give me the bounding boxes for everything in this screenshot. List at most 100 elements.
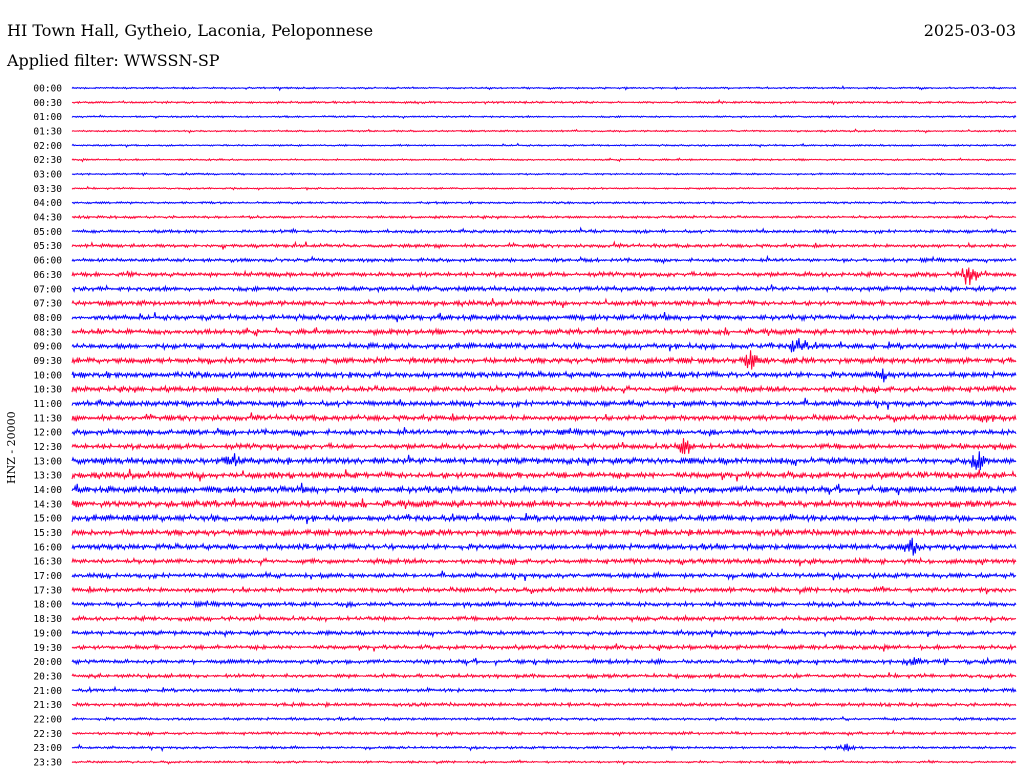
tick-label: 06:30	[33, 270, 62, 281]
trace-line	[71, 729, 1017, 738]
trace-line	[71, 570, 1017, 582]
trace-line	[71, 226, 1017, 235]
tick-label: 16:30	[33, 557, 62, 568]
trace-line	[71, 438, 1017, 455]
tick-label: 08:00	[33, 313, 62, 324]
tick-label: 18:00	[33, 600, 62, 611]
trace-line	[71, 498, 1017, 510]
tick-label: 18:30	[33, 614, 62, 625]
tick-label: 21:00	[33, 686, 62, 697]
tick-label: 20:00	[33, 657, 62, 668]
trace-line	[71, 312, 1017, 323]
tick-label: 04:30	[33, 213, 62, 224]
trace-line	[71, 556, 1017, 567]
tick-label: 07:30	[33, 299, 62, 310]
trace-line	[71, 527, 1017, 538]
record-date: 2025-03-03	[923, 21, 1016, 40]
trace-line	[71, 643, 1017, 652]
trace-line	[71, 171, 1017, 177]
tick-label: 07:00	[33, 284, 62, 295]
tick-label: 14:00	[33, 485, 62, 496]
trace-line	[71, 412, 1017, 423]
tick-label: 11:30	[33, 413, 62, 424]
tick-label: 09:00	[33, 342, 62, 353]
tick-label: 12:00	[33, 428, 62, 439]
tick-label: 03:30	[33, 184, 62, 195]
tick-label: 23:00	[33, 743, 62, 754]
trace-line	[71, 297, 1017, 309]
trace-line	[71, 628, 1017, 639]
helicorder-plot: 00:00 00:30 01:00 01:30 02:00 02:30 03:00 03:30…	[33, 84, 1017, 769]
tick-label: 10:00	[33, 370, 62, 381]
trace-line	[71, 326, 1017, 337]
tick-label-group: 00:00 00:30 01:00 01:30 02:00 02:30 03:00 03:30…	[33, 84, 62, 769]
trace-line	[71, 743, 1017, 753]
tick-label: 22:30	[33, 729, 62, 740]
tick-label: 19:00	[33, 628, 62, 639]
trace-line	[71, 368, 1017, 383]
trace-line	[71, 185, 1017, 191]
trace-line	[71, 142, 1017, 149]
tick-label: 05:00	[33, 227, 62, 238]
tick-label: 08:30	[33, 327, 62, 338]
trace-line	[71, 482, 1017, 496]
filter-label: Applied filter: WWSSN-SP	[7, 51, 220, 70]
trace-line	[71, 240, 1017, 250]
trace-line	[71, 599, 1017, 610]
trace-line	[71, 254, 1017, 265]
trace-line	[71, 98, 1017, 106]
tick-label: 00:30	[33, 98, 62, 109]
trace-line	[71, 759, 1017, 766]
tick-label: 06:00	[33, 256, 62, 267]
trace-line	[71, 685, 1017, 694]
tick-label: 19:30	[33, 643, 62, 654]
tick-label: 12:30	[33, 442, 62, 453]
tick-label: 14:30	[33, 499, 62, 510]
tick-label: 13:00	[33, 456, 62, 467]
trace-line	[71, 85, 1017, 92]
trace-line	[71, 397, 1017, 410]
trace-line	[71, 200, 1017, 205]
trace-line	[71, 672, 1017, 680]
trace-line	[71, 512, 1017, 525]
trace-line	[71, 214, 1017, 221]
trace-line	[71, 114, 1017, 120]
station-title: HI Town Hall, Gytheio, Laconia, Peloponn…	[7, 21, 374, 40]
tick-label: 02:30	[33, 155, 62, 166]
tick-label: 02:00	[33, 141, 62, 152]
tick-label: 10:30	[33, 385, 62, 396]
trace-line	[71, 384, 1017, 395]
tick-label: 20:30	[33, 671, 62, 682]
tick-label: 04:00	[33, 198, 62, 209]
tick-label: 13:30	[33, 471, 62, 482]
trace-line	[71, 350, 1017, 370]
trace-line	[71, 537, 1017, 556]
trace-line	[71, 338, 1017, 353]
tick-label: 11:00	[33, 399, 62, 410]
tick-label: 00:00	[33, 84, 62, 95]
tick-label: 01:30	[33, 127, 62, 138]
tick-label: 01:00	[33, 112, 62, 123]
trace-line	[71, 427, 1017, 438]
tick-label: 16:00	[33, 542, 62, 553]
tick-label: 09:30	[33, 356, 62, 367]
trace-group	[71, 85, 1017, 766]
trace-line	[71, 157, 1017, 163]
trace-line	[71, 267, 1017, 285]
tick-label: 23:30	[33, 757, 62, 768]
trace-line	[71, 283, 1017, 294]
trace-line	[71, 451, 1017, 471]
trace-line	[71, 656, 1017, 667]
tick-label: 17:00	[33, 571, 62, 582]
tick-label: 17:30	[33, 585, 62, 596]
tick-label: 21:30	[33, 700, 62, 711]
tick-label: 15:00	[33, 514, 62, 525]
tick-label: 05:30	[33, 241, 62, 252]
trace-line	[71, 715, 1017, 722]
trace-line	[71, 468, 1017, 482]
trace-line	[71, 585, 1017, 596]
trace-line	[71, 613, 1017, 624]
tick-label: 22:00	[33, 714, 62, 725]
tick-label: 15:30	[33, 528, 62, 539]
trace-line	[71, 128, 1017, 134]
